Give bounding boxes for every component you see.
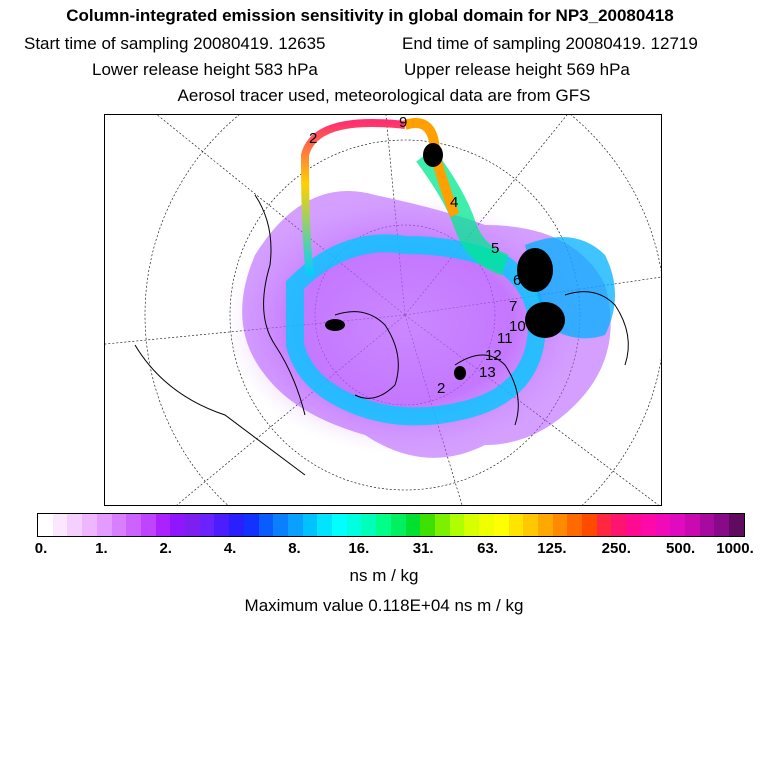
- colorbar-segment: [596, 514, 612, 536]
- track-label: 9: [399, 115, 407, 131]
- colorbar-segment: [214, 514, 230, 536]
- colorbar-segment: [405, 514, 421, 536]
- colorbar-segment: [111, 514, 127, 536]
- colorbar-tick-label: 500.: [666, 540, 696, 557]
- colorbar-segment: [611, 514, 627, 536]
- colorbar-segment: [552, 514, 568, 536]
- track-label: 13: [479, 364, 496, 381]
- colorbar-segment: [493, 514, 509, 536]
- colorbar-segment: [185, 514, 200, 536]
- track-label: 2: [437, 380, 445, 397]
- colorbar-tick-label: 250.: [601, 540, 631, 557]
- plot-title: Column-integrated emission sensitivity i…: [66, 6, 674, 25]
- colorbar-segment: [361, 514, 377, 536]
- track-label: 4: [450, 194, 458, 211]
- colorbar-segment: [96, 514, 112, 536]
- colorbar-tick-label: 1.: [95, 540, 108, 557]
- track-label: 10: [509, 318, 526, 335]
- colorbar-segment: [729, 514, 744, 536]
- colorbar-segment: [523, 514, 538, 536]
- colorbar-segment: [126, 514, 141, 536]
- colorbar-segment: [684, 514, 700, 536]
- colorbar-segment: [537, 514, 553, 536]
- track-label: 5: [491, 240, 499, 257]
- track-label: 6: [513, 272, 521, 289]
- track-label: 2: [309, 130, 317, 147]
- colorbar-segment: [640, 514, 656, 536]
- polar-map: 2 9 4 5 6 7 10 11 12 13 2: [105, 115, 661, 505]
- colorbar-segment: [140, 514, 156, 536]
- coastlines: [134, 194, 629, 476]
- colorbar-segment: [199, 514, 215, 536]
- colorbar-segment: [670, 514, 685, 536]
- colorbar-segment: [317, 514, 333, 536]
- colorbar-segment: [273, 514, 288, 536]
- colorbar-tick-label: 0.: [34, 540, 48, 557]
- colorbar-segment: [287, 514, 303, 536]
- start-time: Start time of sampling 20080419. 12635: [24, 34, 326, 53]
- colorbar-tick-label: 63.: [477, 540, 498, 557]
- colorbar-segment: [390, 514, 406, 536]
- colorbar-tick-label: 4.: [223, 540, 237, 557]
- colorbar-segment: [258, 514, 274, 536]
- colorbar-segment: [434, 514, 450, 536]
- end-time: End time of sampling 20080419. 12719: [402, 34, 698, 53]
- colorbar-segment: [582, 514, 597, 536]
- map-panel: 2 9 4 5 6 7 10 11 12 13 2: [104, 114, 662, 506]
- colorbar-segment: [714, 514, 730, 536]
- upper-release-height: Upper release height 569 hPa: [404, 60, 630, 79]
- colorbar: [37, 513, 745, 537]
- track-label: 12: [485, 347, 502, 364]
- colorbar-segment: [38, 514, 53, 536]
- colorbar-segment: [67, 514, 83, 536]
- colorbar-segment: [302, 514, 318, 536]
- colorbar-segment: [229, 514, 244, 536]
- track-label: 7: [509, 298, 517, 315]
- colorbar-segment: [170, 514, 186, 536]
- colorbar-segment: [420, 514, 435, 536]
- colorbar-segment: [52, 514, 68, 536]
- colorbar-tick-label: 8.: [288, 540, 301, 557]
- maximum-value: Maximum value 0.118E+04 ns m / kg: [244, 596, 524, 615]
- colorbar-unit: ns m / kg: [349, 566, 419, 585]
- colorbar-segment: [479, 514, 494, 536]
- colorbar-segment: [464, 514, 480, 536]
- colorbar-segment: [346, 514, 362, 536]
- track-label: 11: [497, 330, 513, 347]
- colorbar-segment: [82, 514, 97, 536]
- lower-release-height: Lower release height 583 hPa: [92, 60, 318, 79]
- colorbar-tick-label: 2.: [159, 540, 172, 557]
- colorbar-segment: [567, 514, 583, 536]
- colorbar-segment: [449, 514, 465, 536]
- colorbar-segment: [332, 514, 347, 536]
- colorbar-segment: [508, 514, 524, 536]
- data-blobs: [325, 143, 565, 380]
- colorbar-tick-label: 31.: [412, 540, 434, 557]
- colorbar-segment: [376, 514, 391, 536]
- colorbar-segment: [155, 514, 171, 536]
- colorbar-tick-label: 1000.: [716, 540, 754, 557]
- colorbar-segment: [626, 514, 641, 536]
- colorbar-tick-label: 125.: [537, 540, 567, 557]
- colorbar-segment: [655, 514, 671, 536]
- tracer-info: Aerosol tracer used, meteorological data…: [177, 86, 591, 105]
- colorbar-tick-label: 16.: [348, 540, 370, 557]
- colorbar-segment: [243, 514, 259, 536]
- colorbar-segment: [699, 514, 715, 536]
